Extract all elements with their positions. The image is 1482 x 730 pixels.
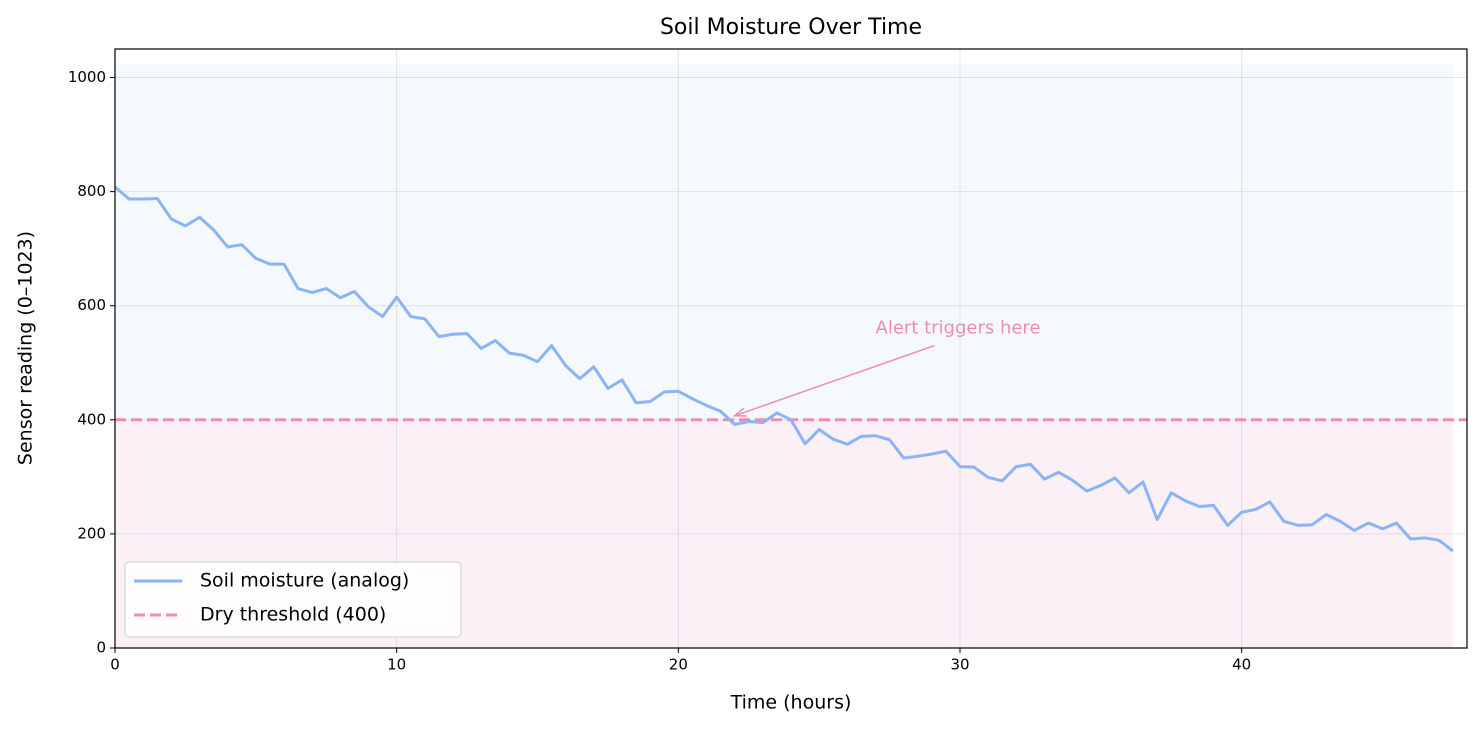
legend-box [124, 561, 462, 638]
legend-label: Soil moisture (analog) [200, 570, 409, 592]
y-tick-label: 400 [77, 410, 106, 428]
y-tick-label: 600 [77, 296, 106, 314]
data-line [114, 185, 1454, 553]
x-tick-label: 30 [950, 656, 969, 674]
x-tick-label: 40 [1232, 656, 1251, 674]
annotation-text: Alert triggers here [876, 318, 1041, 339]
x-tick-label: 20 [669, 656, 688, 674]
y-tick-label: 800 [77, 182, 106, 200]
chart-title: Soil Moisture Over Time [660, 15, 922, 40]
x-axis-label: Time (hours) [730, 692, 852, 714]
legend-label: Dry threshold (400) [200, 604, 386, 626]
x-tick-label: 10 [387, 656, 406, 674]
annotation-arrow [734, 344, 935, 417]
x-tick-label: 0 [110, 656, 120, 674]
y-tick-label: 0 [96, 639, 106, 657]
y-tick-label: 1000 [68, 68, 106, 86]
y-axis-label: Sensor reading (0–1023) [15, 231, 37, 465]
y-tick-label: 200 [77, 524, 106, 542]
zone [115, 64, 1453, 420]
arrow-head [732, 407, 747, 417]
plot-frame [114, 48, 1468, 649]
